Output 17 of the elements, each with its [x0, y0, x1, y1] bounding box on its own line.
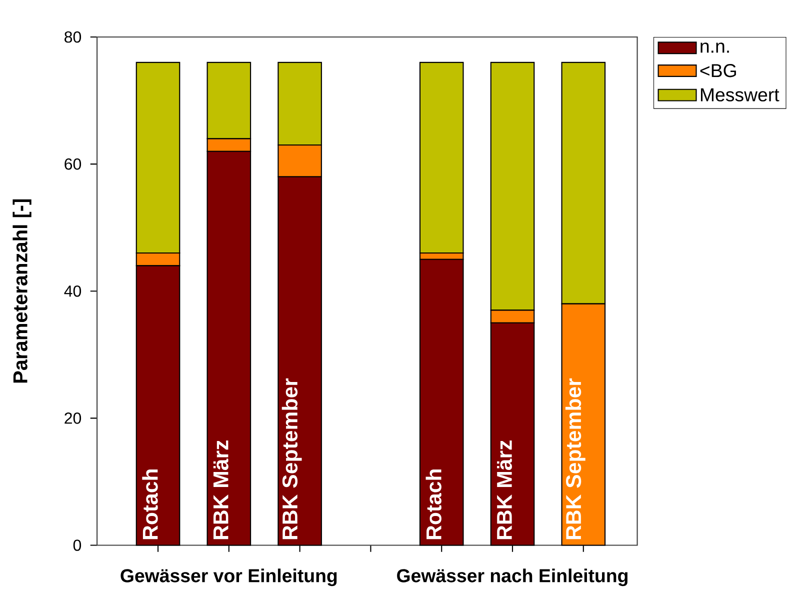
- x-tick-label: RBK März: [497, 440, 512, 540]
- y-axis-title: Parameteranzahl [-]: [12, 200, 32, 383]
- x-tick-label: RBK September: [565, 378, 586, 540]
- y-tick-label: 60: [64, 158, 82, 170]
- legend-label: <BG: [700, 64, 736, 78]
- x-tick-label: RBK September: [282, 378, 302, 540]
- y-tick-label: 80: [64, 32, 82, 43]
- y-tick-label: 40: [64, 286, 82, 297]
- x-tick-label: RBK März: [213, 440, 228, 540]
- legend-label: Messwert: [700, 88, 780, 102]
- text: Gewässer vor Einleitung: [120, 568, 337, 586]
- x-tick-label: Rotach: [426, 470, 442, 540]
- y-tick-label: 0: [73, 540, 82, 552]
- legend-label: n.n.: [700, 42, 729, 53]
- y-tick-label: 20: [64, 412, 82, 424]
- text: Gewässer nach Einleitung: [397, 568, 628, 586]
- x-tick-label: Rotach: [142, 470, 158, 540]
